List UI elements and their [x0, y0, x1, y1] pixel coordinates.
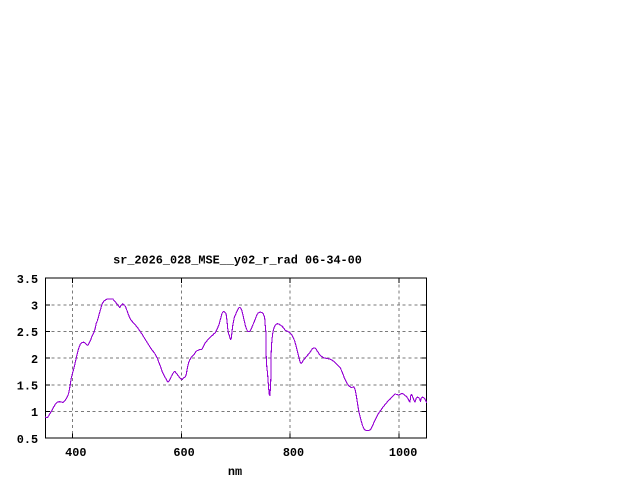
svg-text:1.5: 1.5: [17, 380, 38, 394]
svg-text:3.5: 3.5: [17, 273, 38, 287]
svg-text:0.5: 0.5: [17, 433, 38, 447]
svg-text:3: 3: [31, 300, 38, 314]
svg-text:2.5: 2.5: [17, 326, 38, 340]
svg-text:1000: 1000: [389, 446, 417, 460]
svg-text:800: 800: [283, 446, 304, 460]
svg-text:600: 600: [173, 446, 194, 460]
svg-text:2: 2: [31, 353, 38, 367]
svg-text:400: 400: [65, 446, 86, 460]
svg-text:nm: nm: [228, 465, 242, 479]
svg-text:1: 1: [31, 406, 38, 420]
svg-text:sr_2026_028_MSE__y02_r_rad 06-: sr_2026_028_MSE__y02_r_rad 06-34-00: [113, 253, 362, 267]
